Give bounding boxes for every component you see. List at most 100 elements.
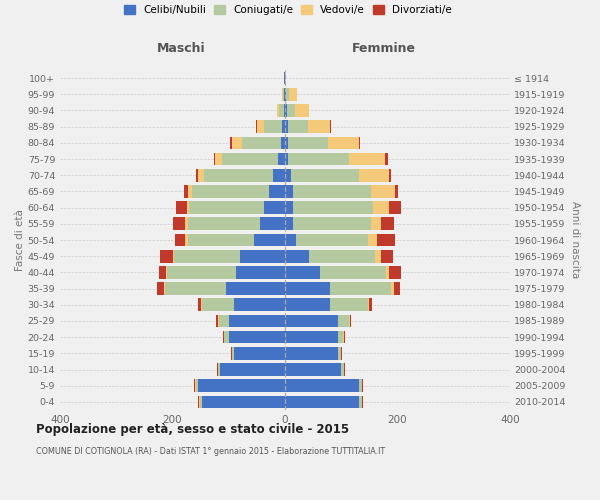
Bar — [330, 120, 331, 133]
Bar — [240, 250, 285, 262]
Bar — [285, 136, 288, 149]
Bar — [373, 202, 389, 214]
Bar — [359, 169, 389, 181]
Bar — [285, 185, 293, 198]
Bar — [389, 266, 401, 278]
Bar — [235, 266, 285, 278]
Bar — [285, 314, 338, 328]
Bar — [260, 218, 285, 230]
Bar — [285, 218, 293, 230]
Bar — [159, 266, 166, 278]
Bar — [282, 120, 285, 133]
Text: Maschi: Maschi — [157, 42, 206, 55]
Bar — [285, 363, 341, 376]
Bar — [293, 185, 371, 198]
Bar — [202, 396, 285, 408]
Bar — [286, 88, 289, 101]
Bar — [293, 202, 373, 214]
Bar — [281, 136, 285, 149]
Bar — [187, 202, 190, 214]
Bar — [386, 266, 389, 278]
Bar — [359, 136, 361, 149]
Text: Femmine: Femmine — [352, 42, 416, 55]
Bar — [200, 298, 202, 311]
Bar — [223, 331, 224, 344]
Bar — [202, 298, 235, 311]
Bar — [391, 282, 394, 295]
Y-axis label: Anni di nascita: Anni di nascita — [569, 202, 580, 278]
Bar — [229, 331, 285, 344]
Bar — [285, 347, 338, 360]
Bar — [284, 104, 285, 117]
Bar — [224, 331, 229, 344]
Bar — [285, 169, 290, 181]
Bar — [394, 282, 400, 295]
Bar — [285, 104, 287, 117]
Bar — [185, 218, 188, 230]
Bar — [285, 282, 330, 295]
Bar — [282, 88, 283, 101]
Bar — [232, 347, 235, 360]
Bar — [220, 363, 285, 376]
Bar — [285, 152, 288, 166]
Bar — [368, 234, 377, 246]
Bar — [359, 380, 361, 392]
Bar — [277, 104, 280, 117]
Bar — [381, 218, 394, 230]
Bar — [218, 363, 220, 376]
Bar — [232, 136, 242, 149]
Bar — [173, 218, 185, 230]
Bar — [288, 120, 308, 133]
Bar — [320, 266, 386, 278]
Bar — [214, 152, 215, 166]
Bar — [185, 234, 188, 246]
Bar — [380, 250, 393, 262]
Bar — [217, 314, 218, 328]
Bar — [308, 250, 375, 262]
Bar — [196, 169, 199, 181]
Bar — [166, 266, 167, 278]
Bar — [389, 169, 391, 181]
Bar — [287, 104, 295, 117]
Y-axis label: Fasce di età: Fasce di età — [15, 209, 25, 271]
Bar — [290, 169, 359, 181]
Bar — [338, 347, 341, 360]
Text: Popolazione per età, sesso e stato civile - 2015: Popolazione per età, sesso e stato civil… — [36, 422, 349, 436]
Bar — [199, 396, 202, 408]
Bar — [285, 396, 359, 408]
Bar — [269, 185, 285, 198]
Bar — [377, 234, 395, 246]
Bar — [218, 314, 229, 328]
Bar — [256, 120, 257, 133]
Bar — [338, 331, 343, 344]
Bar — [288, 136, 328, 149]
Bar — [278, 152, 285, 166]
Bar — [350, 314, 351, 328]
Bar — [338, 314, 349, 328]
Bar — [198, 298, 200, 311]
Bar — [341, 363, 343, 376]
Bar — [285, 298, 330, 311]
Bar — [330, 282, 391, 295]
Bar — [188, 234, 254, 246]
Bar — [295, 104, 309, 117]
Bar — [293, 218, 371, 230]
Bar — [175, 234, 185, 246]
Bar — [254, 234, 285, 246]
Bar — [257, 120, 264, 133]
Bar — [389, 202, 401, 214]
Bar — [343, 331, 344, 344]
Bar — [235, 298, 285, 311]
Bar — [285, 331, 338, 344]
Bar — [349, 314, 350, 328]
Bar — [359, 396, 361, 408]
Bar — [188, 185, 191, 198]
Bar — [215, 152, 222, 166]
Legend: Celibi/Nubili, Coniugati/e, Vedovi/e, Divorziati/e: Celibi/Nubili, Coniugati/e, Vedovi/e, Di… — [124, 5, 452, 15]
Bar — [285, 202, 293, 214]
Bar — [160, 250, 173, 262]
Bar — [368, 298, 370, 311]
Bar — [285, 266, 320, 278]
Bar — [229, 314, 285, 328]
Bar — [165, 282, 226, 295]
